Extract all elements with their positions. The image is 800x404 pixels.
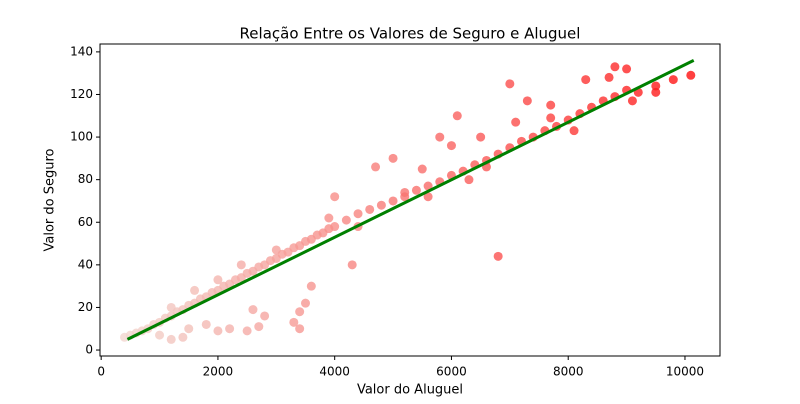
point bbox=[330, 222, 340, 232]
point bbox=[190, 285, 200, 295]
x-tick-label: 0 bbox=[97, 365, 105, 379]
point bbox=[511, 117, 521, 127]
point bbox=[627, 96, 637, 106]
point bbox=[260, 311, 270, 321]
y-tick-label: 80 bbox=[78, 172, 93, 186]
point bbox=[347, 260, 357, 270]
x-tick-label: 8000 bbox=[553, 365, 584, 379]
point bbox=[213, 326, 223, 336]
x-tick-label: 6000 bbox=[436, 365, 467, 379]
point bbox=[201, 319, 211, 329]
y-tick-label: 20 bbox=[78, 300, 93, 314]
plot-frame bbox=[99, 43, 721, 357]
point bbox=[213, 275, 223, 285]
point bbox=[493, 251, 503, 261]
point bbox=[505, 79, 515, 89]
point bbox=[371, 162, 381, 172]
point bbox=[423, 181, 433, 191]
point bbox=[225, 324, 235, 334]
point bbox=[610, 62, 620, 72]
y-axis-label: Valor do Seguro bbox=[43, 148, 58, 251]
y-tick-label: 60 bbox=[78, 215, 93, 229]
point bbox=[388, 196, 398, 206]
point bbox=[435, 132, 445, 142]
point bbox=[651, 87, 661, 97]
point bbox=[446, 141, 456, 151]
point bbox=[651, 81, 661, 91]
point bbox=[686, 70, 696, 80]
point bbox=[546, 113, 556, 123]
y-tick-label: 0 bbox=[85, 343, 93, 357]
point bbox=[248, 305, 258, 315]
point bbox=[476, 132, 486, 142]
point bbox=[155, 330, 165, 340]
regression-line bbox=[126, 59, 695, 341]
point bbox=[254, 322, 264, 332]
point bbox=[236, 260, 246, 270]
point bbox=[417, 164, 427, 174]
point bbox=[353, 209, 363, 219]
x-axis-label: Valor do Aluguel bbox=[357, 383, 463, 398]
y-tick-label: 100 bbox=[70, 130, 93, 144]
point bbox=[166, 302, 176, 312]
y-tick-label: 40 bbox=[78, 257, 93, 271]
point bbox=[522, 96, 532, 106]
y-tick-label: 120 bbox=[70, 87, 93, 101]
y-tick-label: 140 bbox=[70, 44, 93, 58]
point bbox=[341, 215, 351, 225]
point bbox=[376, 200, 386, 210]
point bbox=[300, 298, 310, 308]
point bbox=[400, 187, 410, 197]
point bbox=[289, 317, 299, 327]
point bbox=[295, 324, 305, 334]
point bbox=[295, 307, 305, 317]
point bbox=[388, 153, 398, 163]
point bbox=[546, 100, 556, 110]
point bbox=[330, 192, 340, 202]
point bbox=[569, 126, 579, 136]
point bbox=[604, 72, 614, 82]
point bbox=[622, 64, 632, 74]
x-tick-label: 2000 bbox=[203, 365, 234, 379]
point bbox=[464, 175, 474, 185]
point bbox=[411, 185, 421, 195]
chart-title: Relação Entre os Valores de Seguro e Alu… bbox=[240, 25, 581, 43]
point bbox=[306, 281, 316, 291]
point bbox=[184, 324, 194, 334]
x-tick-label: 10000 bbox=[666, 365, 704, 379]
point bbox=[365, 204, 375, 214]
point bbox=[166, 334, 176, 344]
point bbox=[581, 75, 591, 85]
point bbox=[271, 245, 281, 255]
point bbox=[178, 332, 188, 342]
x-tick-label: 4000 bbox=[319, 365, 350, 379]
point bbox=[423, 192, 433, 202]
point bbox=[452, 111, 462, 121]
point bbox=[324, 213, 334, 223]
point bbox=[242, 326, 252, 336]
point bbox=[668, 75, 678, 85]
